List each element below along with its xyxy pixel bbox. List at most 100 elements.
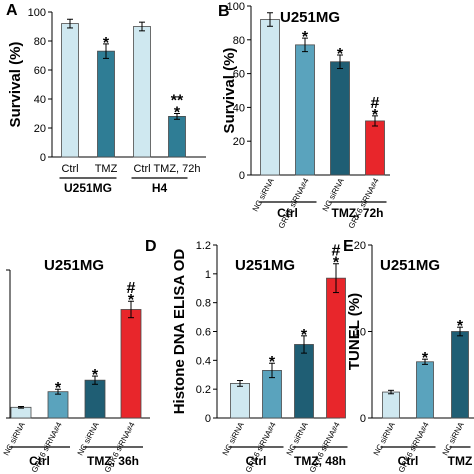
bar: [382, 391, 400, 419]
significance-marker: *: [337, 46, 344, 63]
significance-marker: *: [301, 327, 308, 344]
significance-line: *: [337, 46, 344, 63]
bar: [10, 406, 32, 419]
y-tick-label: 40: [34, 94, 46, 106]
group-label: Ctrl: [277, 206, 298, 220]
x-tick-label: NC siRNA: [76, 420, 101, 457]
significance-line: *: [128, 292, 135, 309]
significance-marker: # *: [371, 95, 380, 124]
bar: [133, 26, 151, 158]
y-tick-label: 80: [233, 35, 245, 47]
x-tick-label: TMZ: [95, 163, 118, 175]
group-label: Ctrl: [29, 454, 50, 468]
y-tick-label: 0.2: [196, 384, 211, 396]
group-label: TMZ: [448, 454, 473, 468]
significance-marker: *: [269, 354, 276, 371]
y-tick-label: 60: [34, 65, 46, 77]
chart-title: U251MG: [380, 257, 440, 274]
group-label: TMZ, 36h: [87, 454, 139, 468]
significance-line: *: [174, 105, 181, 122]
x-tick-label: NC siRNA: [221, 420, 246, 457]
y-tick-label: 20: [233, 136, 245, 148]
significance-marker: ** *: [171, 93, 184, 122]
chart-title: U251MG: [44, 257, 104, 274]
y-tick-label: 0.8: [196, 298, 211, 310]
bar: [330, 61, 350, 176]
y-tick-label: 0: [40, 152, 46, 164]
x-tick-label: GRK6 siRNA#4: [277, 176, 311, 230]
panel-b: B U251MG Survival (%) 0 20 40 60 80 100 NC siRNA *…: [218, 1, 390, 230]
x-tick-label: NC siRNA: [441, 420, 466, 457]
x-tick-label: NC siRNA: [251, 176, 276, 213]
bar: [365, 120, 385, 176]
significance-marker: *: [302, 29, 309, 46]
significance-line: *: [55, 380, 62, 397]
bar: [61, 23, 79, 158]
significance-line: *: [457, 318, 464, 335]
x-tick-label: NC siRNA: [372, 420, 397, 457]
panel-d: D U251MG Histone DNA ELISA OD 0 0.2 0.4 0.6 0.8…: [145, 238, 348, 474]
significance-line: #: [332, 243, 341, 260]
group-label: Ctrl: [398, 454, 419, 468]
significance-line: *: [103, 35, 110, 52]
y-tick-label: 0.6: [196, 327, 211, 339]
y-tick-label: 0: [239, 170, 245, 182]
significance-line: *: [269, 354, 276, 371]
group-label: TMZ, 48h: [294, 454, 346, 468]
y-tick-label: 1: [205, 269, 211, 281]
significance-marker: # *: [127, 280, 136, 309]
panel-letter: B: [218, 3, 230, 20]
bar: [260, 19, 280, 176]
y-tick-label: 80: [34, 36, 46, 48]
bar: [120, 309, 142, 419]
y-tick-label: 60: [233, 69, 245, 81]
significance-line: **: [171, 93, 184, 110]
bar: [168, 116, 186, 158]
bar: [416, 361, 434, 419]
bar: [230, 382, 250, 419]
significance-marker: *: [103, 35, 110, 52]
significance-line: #: [371, 95, 380, 112]
significance-marker: *: [92, 367, 99, 384]
y-tick-label: 20: [354, 240, 366, 252]
significance-line: *: [333, 255, 340, 272]
significance-line: *: [301, 327, 308, 344]
x-tick-label: NC siRNA: [2, 420, 27, 457]
chart-title: U251MG: [235, 257, 295, 274]
y-tick-label: 100: [28, 7, 46, 19]
significance-marker: *: [457, 318, 464, 335]
bar: [451, 331, 469, 419]
y-tick-label: 0: [205, 413, 211, 425]
significance-marker: # *: [332, 243, 341, 272]
significance-line: *: [92, 367, 99, 384]
y-tick-label: 100: [227, 1, 245, 13]
group-label: TMZ, 72h: [331, 206, 383, 220]
panel-letter: E: [343, 238, 354, 255]
significance-line: #: [127, 280, 136, 297]
significance-marker: *: [422, 350, 429, 367]
x-tick-label: Ctrl: [133, 163, 150, 175]
significance-line: *: [302, 29, 309, 46]
y-tick-label: 20: [34, 123, 46, 135]
y-tick-label: 0.4: [196, 355, 211, 367]
bar: [326, 277, 346, 419]
significance-marker: *: [55, 380, 62, 397]
group-label: Ctrl: [246, 454, 267, 468]
bar: [97, 50, 115, 158]
significance-line: *: [422, 350, 429, 367]
x-tick-label: NC siRNA: [285, 420, 310, 457]
x-tick-label: Ctrl: [61, 163, 78, 175]
significance-line: *: [372, 107, 379, 124]
panel-letter: D: [145, 238, 157, 255]
group-label: U251MG: [64, 181, 112, 195]
y-tick-label: 40: [233, 102, 245, 114]
bar: [294, 344, 314, 419]
y-tick-label: 1.2: [196, 240, 211, 252]
y-tick-label: 0: [360, 413, 366, 425]
y-axis-label: Survival (%): [221, 48, 238, 134]
y-tick-label: 10: [354, 327, 366, 339]
